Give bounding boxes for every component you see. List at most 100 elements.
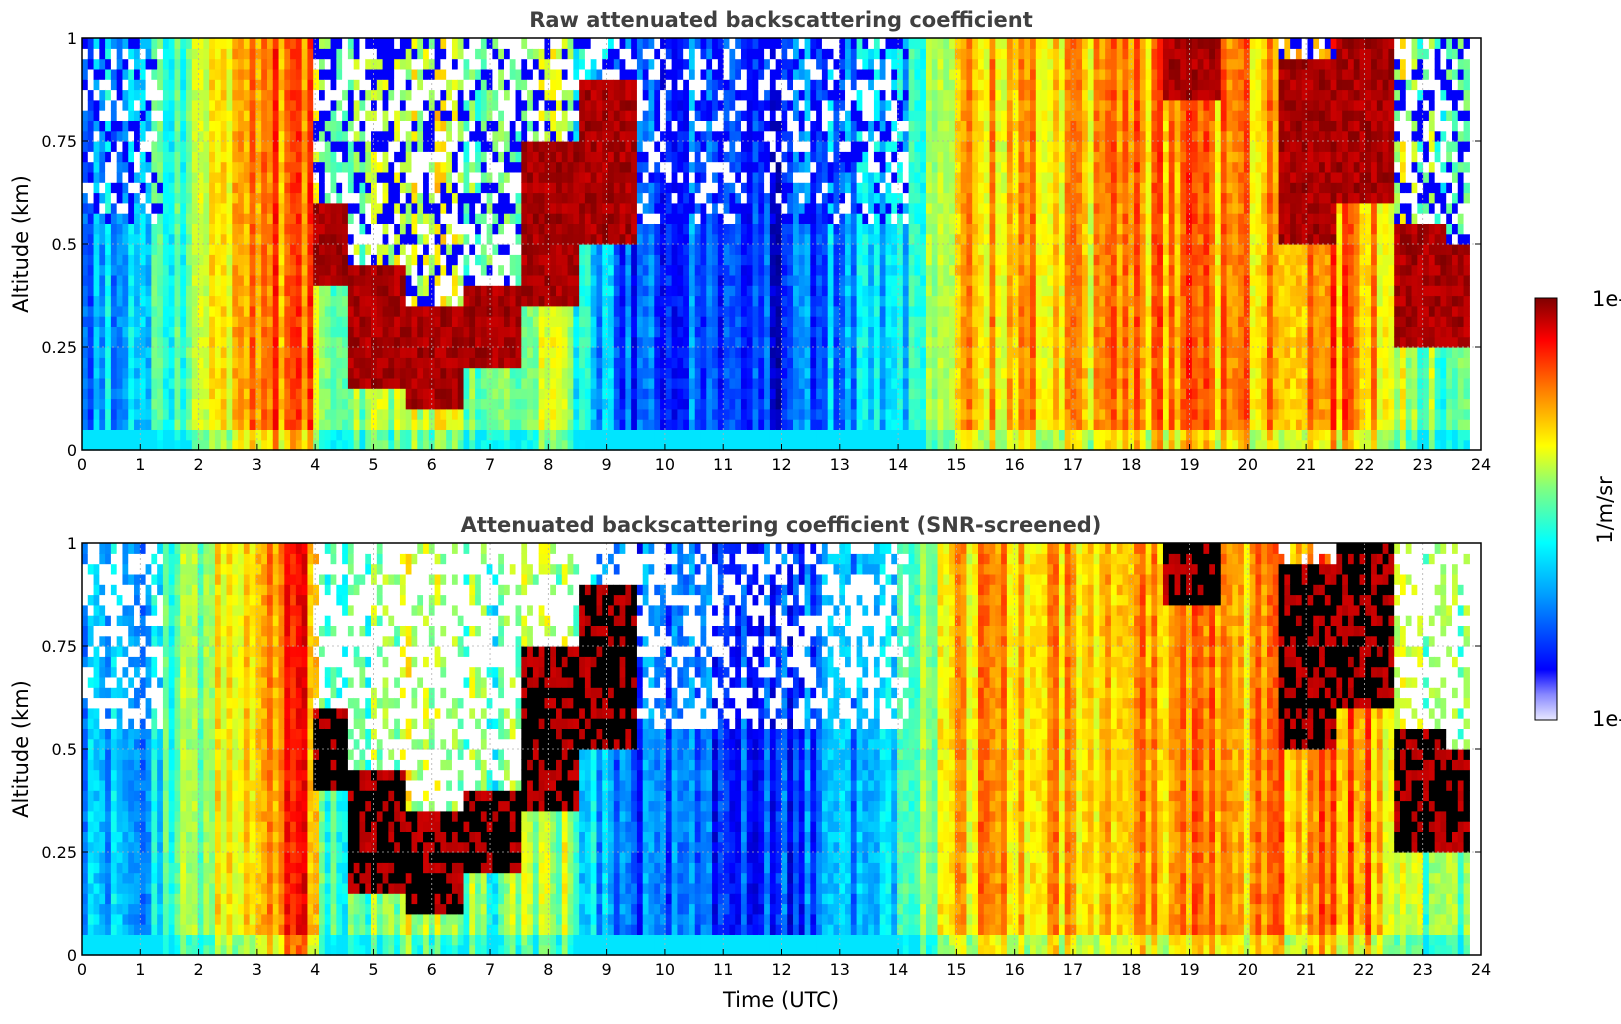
heatmap-cell (313, 305, 320, 317)
heatmap-cell (688, 377, 696, 389)
heatmap-cell (787, 233, 794, 245)
heatmap-cell (232, 274, 239, 286)
heatmap-cell (82, 285, 89, 297)
heatmap-cell (475, 419, 482, 430)
heatmap-cell (573, 419, 580, 430)
heatmap-cell (151, 99, 158, 111)
heatmap-cell (440, 285, 447, 297)
heatmap-cell (503, 274, 511, 286)
heatmap-cell (613, 68, 621, 80)
heatmap-cell (775, 141, 783, 152)
heatmap-cell (515, 48, 522, 60)
heatmap-cell (238, 68, 245, 80)
heatmap-cell (423, 171, 430, 183)
heatmap-cell (313, 38, 320, 49)
heatmap-cell (527, 58, 534, 70)
heatmap-cell (480, 58, 488, 70)
heatmap-cell (365, 439, 372, 451)
heatmap-cell (665, 120, 673, 132)
heatmap-cell (683, 285, 690, 297)
heatmap-cell (319, 274, 326, 286)
heatmap-cell (694, 274, 702, 286)
heatmap-cell (330, 398, 337, 410)
heatmap-cell (295, 326, 303, 338)
heatmap-cell (162, 439, 170, 451)
heatmap-cell (492, 244, 499, 255)
heatmap-cell (469, 192, 476, 204)
heatmap-cell (451, 120, 459, 132)
heatmap-cell (232, 233, 239, 245)
heatmap-cell (492, 141, 499, 152)
heatmap-cell (209, 419, 216, 430)
heatmap-cell (388, 38, 395, 49)
heatmap-cell (590, 182, 598, 194)
heatmap-cell (688, 419, 696, 430)
heatmap-cell (255, 202, 262, 214)
heatmap-cell (405, 347, 413, 358)
heatmap-cell (434, 388, 441, 400)
heatmap-cell (550, 99, 557, 111)
heatmap-cell (157, 326, 164, 338)
heatmap-cell (665, 274, 673, 286)
heatmap-cell (261, 202, 268, 214)
heatmap-cell (174, 347, 181, 358)
heatmap-cell (446, 285, 453, 297)
heatmap-cell (769, 439, 777, 451)
heatmap-cell (486, 192, 494, 204)
heatmap-cell (186, 192, 193, 204)
heatmap-cell (648, 377, 655, 389)
heatmap-cell (706, 326, 713, 338)
heatmap-cell (139, 89, 147, 101)
heatmap-cell (324, 336, 332, 348)
heatmap-cell (584, 377, 592, 389)
heatmap-cell (706, 388, 713, 400)
heatmap-cell (122, 295, 129, 307)
heatmap-cell (787, 336, 794, 348)
heatmap-cell (781, 99, 788, 111)
heatmap-cell (723, 398, 731, 410)
heatmap-cell (214, 68, 222, 80)
heatmap-cell (232, 171, 239, 183)
heatmap-cell (625, 161, 632, 173)
heatmap-cell (365, 151, 372, 163)
heatmap-cell (694, 58, 702, 70)
heatmap-cell (105, 357, 112, 369)
heatmap-cell (677, 285, 684, 297)
heatmap-cell (261, 233, 268, 245)
heatmap-cell (469, 68, 476, 80)
heatmap-cell (342, 141, 349, 152)
heatmap-cell (746, 38, 754, 49)
heatmap-cell (122, 58, 129, 70)
heatmap-cell (180, 408, 187, 420)
heatmap-cell (186, 336, 193, 348)
heatmap-cell (324, 388, 332, 400)
heatmap-cell (405, 202, 413, 214)
heatmap-cell (168, 58, 176, 70)
heatmap-cell (122, 48, 129, 60)
heatmap-cell (191, 285, 199, 297)
heatmap-cell (330, 336, 337, 348)
heatmap-cell (457, 408, 465, 420)
heatmap-cell (642, 357, 650, 369)
heatmap-cell (469, 223, 476, 235)
heatmap-cell (134, 419, 141, 430)
heatmap-cell (544, 213, 551, 224)
heatmap-cell (712, 202, 719, 214)
heatmap-cell (243, 316, 251, 327)
heatmap-cell (266, 130, 274, 142)
heatmap-cell (284, 120, 291, 132)
heatmap-cell (249, 316, 257, 327)
heatmap-cell (758, 58, 765, 70)
heatmap-cell (434, 254, 441, 266)
heatmap-cell (665, 79, 673, 91)
heatmap-cell (128, 295, 135, 307)
heatmap-cell (151, 68, 158, 80)
heatmap-cell (764, 429, 771, 441)
heatmap-cell (186, 233, 193, 245)
heatmap-cell (428, 192, 436, 204)
heatmap-cell (671, 326, 678, 338)
heatmap-cell (538, 182, 546, 194)
heatmap-cell (793, 151, 800, 163)
heatmap-cell (399, 429, 407, 441)
heatmap-cell (226, 110, 233, 121)
